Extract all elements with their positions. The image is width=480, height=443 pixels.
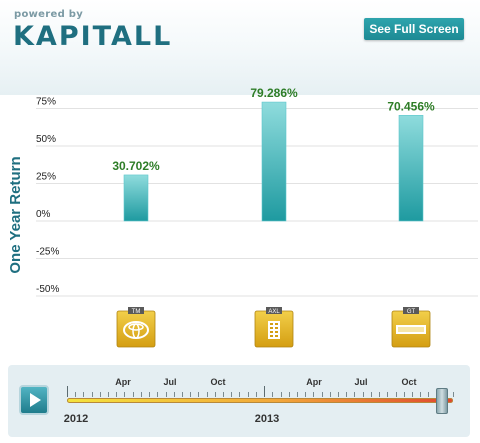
timeline-year-label: 2013 <box>254 413 280 425</box>
timeline-tick <box>288 392 290 397</box>
timeline-tick <box>116 392 118 397</box>
goodyear-logo[interactable]: GT <box>391 307 431 348</box>
timeline-year-label: 2012 <box>63 413 89 425</box>
timeline-tick <box>403 392 405 397</box>
ticker-label: AXL <box>268 309 280 315</box>
timeline-tick <box>83 392 85 397</box>
timeline-month-label: Apr <box>115 377 131 387</box>
timeline-tick <box>272 392 274 397</box>
full-screen-button[interactable]: See Full Screen <box>364 18 464 40</box>
header-bar: powered by KAPITALL See Full Screen <box>0 0 480 95</box>
powered-by-text: powered by <box>14 9 84 20</box>
timeline-tick <box>305 392 307 397</box>
timeline-tick <box>280 392 282 397</box>
kapitall-logo: KAPITALL <box>13 21 173 52</box>
timeline-tick <box>255 392 257 397</box>
play-icon <box>30 393 41 407</box>
timeline-tick <box>165 392 167 397</box>
timeline-tick <box>173 392 175 397</box>
timeline-tick <box>379 392 381 397</box>
timeline-month-label: Oct <box>210 377 226 387</box>
timeline-tick <box>362 392 364 397</box>
play-button[interactable] <box>19 385 49 415</box>
timeline-tick <box>132 392 134 397</box>
timeline-tick <box>231 392 233 397</box>
timeline-month-label: Jul <box>163 377 177 387</box>
timeline-tick <box>247 392 249 397</box>
timeline-tick <box>108 392 110 397</box>
timeline-tick <box>149 392 151 397</box>
y-axis-title: One Year Return <box>7 156 24 273</box>
timeline-tick <box>313 392 315 397</box>
timeline-tick <box>453 392 454 397</box>
timeline-year-tick <box>67 386 68 397</box>
bar-value-label: 70.456% <box>387 99 435 113</box>
timeline-month-label: Jul <box>354 377 368 387</box>
timeline-tick <box>140 392 142 397</box>
ticker-label: TM <box>132 309 141 315</box>
y-tick-label: -25% <box>36 247 59 258</box>
y-tick-label: -50% <box>36 284 59 295</box>
timeline-tick <box>214 392 216 397</box>
timeline-tick <box>181 392 183 397</box>
timeline-tick <box>411 392 413 397</box>
timeline-tick <box>387 392 389 397</box>
timeline-tick <box>91 392 93 397</box>
ticker-label: GT <box>407 309 416 315</box>
timeline-tick <box>420 392 422 397</box>
timeline-track[interactable] <box>67 398 453 403</box>
timeline-tick <box>296 392 298 397</box>
timeline-tick <box>198 392 200 397</box>
timeline-tick <box>395 392 397 397</box>
timeline-slider-handle[interactable] <box>436 388 448 414</box>
bar-axl[interactable] <box>261 101 287 222</box>
timeline-tick <box>239 392 241 397</box>
timeline-month-label: Oct <box>401 377 417 387</box>
timeline-panel: Apr Jul Oct Apr Jul Oct 2012 2013 <box>8 365 470 437</box>
timeline-tick <box>75 392 77 397</box>
timeline-tick <box>346 392 348 397</box>
timeline-tick <box>354 392 356 397</box>
return-bar-chart: One Year Return 75% 50% 25% 0% -25% -50% 30.7… <box>7 86 478 348</box>
building-icon[interactable]: AXL <box>254 307 294 348</box>
timeline-year-tick <box>264 386 266 397</box>
timeline-month-label: Apr <box>306 377 322 387</box>
timeline-tick <box>338 392 340 397</box>
timeline-tick <box>157 392 159 397</box>
y-tick-label: 25% <box>36 172 56 183</box>
timeline-tick <box>370 392 372 397</box>
bar-value-label: 79.286% <box>250 86 298 100</box>
toyota-logo[interactable]: TM <box>116 307 156 348</box>
y-tick-label: 50% <box>36 134 56 145</box>
timeline-tick <box>124 392 126 397</box>
timeline-tick <box>223 392 225 397</box>
timeline-tick <box>99 392 101 397</box>
bar-gt[interactable] <box>398 115 424 222</box>
y-tick-label: 0% <box>36 209 51 220</box>
timeline-tick <box>329 392 331 397</box>
timeline-tick <box>206 392 208 397</box>
timeline-tick <box>190 392 192 397</box>
bar-value-label: 30.702% <box>112 159 160 173</box>
timeline-tick <box>321 392 323 397</box>
y-tick-label: 75% <box>36 97 56 108</box>
timeline-tick <box>428 392 430 397</box>
bar-tm[interactable] <box>123 174 149 222</box>
